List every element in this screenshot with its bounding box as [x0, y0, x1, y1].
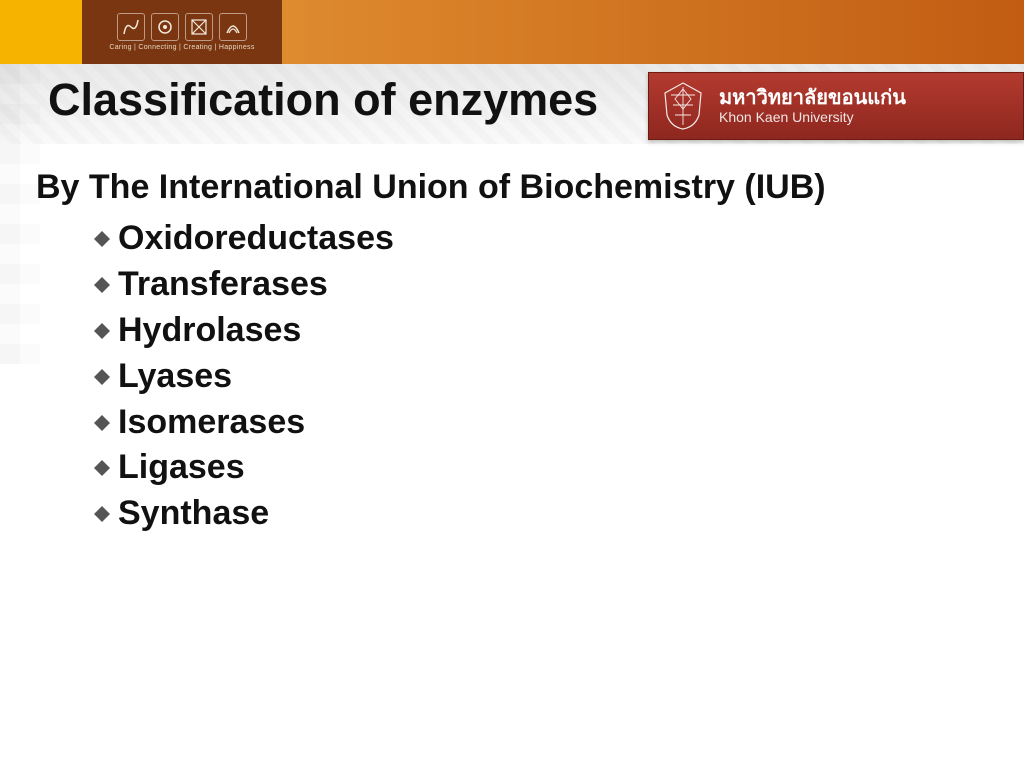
university-name-thai: มหาวิทยาลัยขอนแก่น — [719, 87, 906, 109]
university-crest-icon — [661, 81, 705, 131]
diamond-bullet-icon — [92, 504, 112, 524]
list-item: Oxidoreductases — [92, 216, 394, 262]
enzyme-list: Oxidoreductases Transferases Hydrolases … — [92, 216, 394, 537]
list-item-label: Transferases — [118, 262, 328, 308]
slide: Caring | Connecting | Creating | Happine… — [0, 0, 1024, 768]
university-name-english: Khon Kaen University — [719, 109, 906, 125]
list-item-label: Hydrolases — [118, 308, 301, 354]
logo-tagline: Caring | Connecting | Creating | Happine… — [109, 44, 254, 51]
logo-glyph-1 — [117, 13, 145, 41]
diamond-bullet-icon — [92, 413, 112, 433]
university-badge: มหาวิทยาลัยขอนแก่น Khon Kaen University — [648, 72, 1024, 140]
institution-logo: Caring | Connecting | Creating | Happine… — [82, 0, 282, 64]
list-item-label: Isomerases — [118, 400, 305, 446]
list-item-label: Synthase — [118, 491, 269, 537]
logo-glyph-3 — [185, 13, 213, 41]
page-title: Classification of enzymes — [48, 74, 598, 126]
logo-glyph-4 — [219, 13, 247, 41]
list-item: Isomerases — [92, 400, 394, 446]
logo-glyph-2 — [151, 13, 179, 41]
diamond-bullet-icon — [92, 367, 112, 387]
diamond-bullet-icon — [92, 275, 112, 295]
slide-subtitle: By The International Union of Biochemist… — [36, 168, 826, 207]
diamond-bullet-icon — [92, 321, 112, 341]
university-text: มหาวิทยาลัยขอนแก่น Khon Kaen University — [719, 87, 906, 125]
list-item: Synthase — [92, 491, 394, 537]
diamond-bullet-icon — [92, 458, 112, 478]
list-item: Ligases — [92, 445, 394, 491]
list-item-label: Ligases — [118, 445, 245, 491]
diamond-bullet-icon — [92, 229, 112, 249]
logo-glyph-row — [117, 13, 247, 41]
header-yellow-block — [0, 0, 82, 64]
list-item-label: Lyases — [118, 354, 232, 400]
left-pattern — [0, 64, 40, 364]
list-item: Transferases — [92, 262, 394, 308]
list-item: Lyases — [92, 354, 394, 400]
list-item: Hydrolases — [92, 308, 394, 354]
list-item-label: Oxidoreductases — [118, 216, 394, 262]
